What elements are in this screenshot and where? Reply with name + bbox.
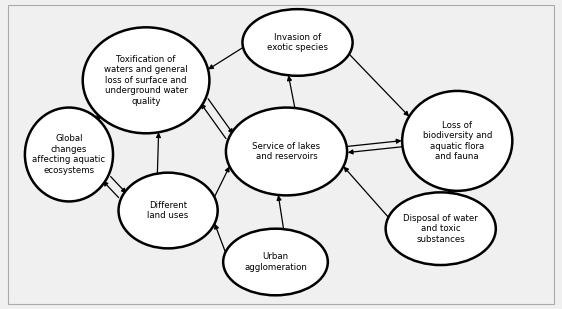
Ellipse shape: [386, 192, 496, 265]
Text: Urban
agglomeration: Urban agglomeration: [244, 252, 307, 272]
Ellipse shape: [25, 108, 113, 201]
Text: Different
land uses: Different land uses: [147, 201, 189, 220]
Ellipse shape: [226, 108, 347, 195]
Ellipse shape: [402, 91, 513, 191]
Text: Global
changes
affecting aquatic
ecosystems: Global changes affecting aquatic ecosyst…: [33, 134, 106, 175]
Text: Toxification of
waters and general
loss of surface and
underground water
quality: Toxification of waters and general loss …: [105, 55, 188, 106]
Ellipse shape: [83, 27, 210, 133]
Text: Loss of
biodiversity and
aquatic flora
and fauna: Loss of biodiversity and aquatic flora a…: [423, 121, 492, 161]
Ellipse shape: [242, 9, 352, 76]
Text: Disposal of water
and toxic
substances: Disposal of water and toxic substances: [404, 214, 478, 243]
Ellipse shape: [223, 229, 328, 295]
Text: Invasion of
exotic species: Invasion of exotic species: [267, 33, 328, 52]
Text: Service of lakes
and reservoirs: Service of lakes and reservoirs: [252, 142, 320, 161]
Ellipse shape: [119, 173, 217, 248]
